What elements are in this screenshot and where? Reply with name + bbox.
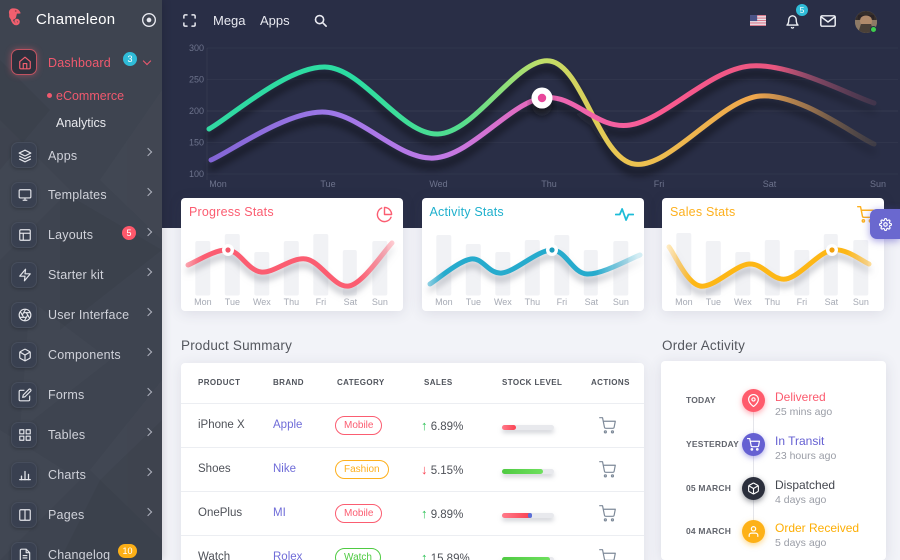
svg-text:Mon: Mon — [435, 297, 453, 307]
svg-text:Tue: Tue — [320, 179, 335, 189]
svg-text:Tue: Tue — [465, 297, 480, 307]
svg-text:100: 100 — [189, 169, 204, 179]
svg-text:Thu: Thu — [765, 297, 781, 307]
svg-text:Tue: Tue — [706, 297, 721, 307]
svg-text:Mon: Mon — [675, 297, 693, 307]
svg-text:Sat: Sat — [825, 297, 839, 307]
svg-text:Thu: Thu — [541, 179, 557, 189]
svg-text:300: 300 — [189, 43, 204, 53]
svg-text:Mon: Mon — [209, 179, 227, 189]
svg-text:200: 200 — [189, 106, 204, 116]
svg-text:Mon: Mon — [194, 297, 212, 307]
svg-text:Fri: Fri — [316, 297, 327, 307]
svg-text:Sat: Sat — [584, 297, 598, 307]
svg-text:250: 250 — [189, 75, 204, 85]
svg-text:Fri: Fri — [556, 297, 567, 307]
svg-text:Wed: Wed — [429, 179, 447, 189]
svg-text:Fri: Fri — [797, 297, 808, 307]
svg-text:Sat: Sat — [344, 297, 358, 307]
svg-text:Sun: Sun — [612, 297, 628, 307]
svg-text:Sat: Sat — [763, 179, 777, 189]
svg-text:Sun: Sun — [853, 297, 869, 307]
svg-text:Wex: Wex — [493, 297, 511, 307]
svg-text:150: 150 — [189, 138, 204, 148]
svg-text:Tue: Tue — [225, 297, 240, 307]
svg-text:Thu: Thu — [284, 297, 300, 307]
svg-text:Wex: Wex — [253, 297, 271, 307]
svg-text:Sun: Sun — [870, 179, 886, 189]
svg-text:Fri: Fri — [654, 179, 665, 189]
svg-text:Wex: Wex — [734, 297, 752, 307]
svg-text:Sun: Sun — [372, 297, 388, 307]
svg-text:Thu: Thu — [524, 297, 540, 307]
